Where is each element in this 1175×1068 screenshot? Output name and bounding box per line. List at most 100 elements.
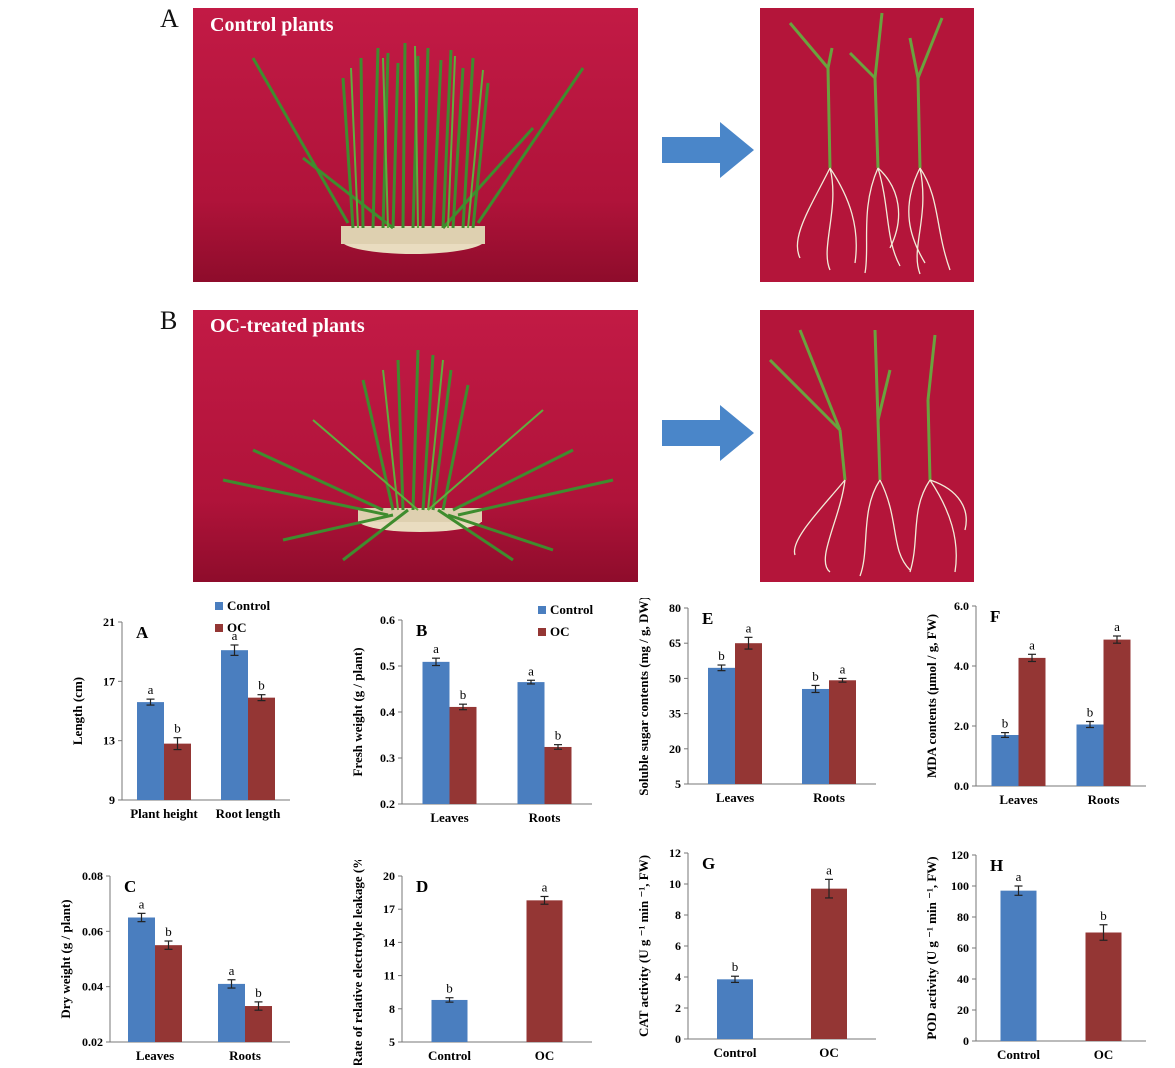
panel-label: C xyxy=(124,877,136,896)
y-tick-label: 20 xyxy=(957,1003,969,1017)
y-axis-label: Length (cm) xyxy=(70,677,85,745)
significance-letter: b xyxy=(460,687,467,702)
chart-c-dry-weight: 0.02 0.04 0.06 0.08 Dry weight (g / plant) C L… xyxy=(58,869,290,1063)
significance-letter: a xyxy=(433,641,439,656)
significance-letter: b xyxy=(555,728,562,743)
arrow-right-icon xyxy=(662,405,754,466)
y-tick-label: 120 xyxy=(951,848,969,862)
control-plants-photo xyxy=(193,8,638,282)
x-tick-label: Plant height xyxy=(130,806,198,821)
significance-letter: a xyxy=(542,879,548,894)
significance-letter: a xyxy=(1016,869,1022,884)
significance-letter: a xyxy=(1029,637,1035,652)
x-tick-label: Roots xyxy=(229,1048,261,1063)
y-tick-label: 10 xyxy=(669,877,681,891)
bar-oc xyxy=(526,900,563,1042)
legend-swatch-oc xyxy=(215,624,223,632)
y-tick-label: 40 xyxy=(957,972,969,986)
arrow-right-icon xyxy=(662,122,754,183)
bar-oc xyxy=(155,945,182,1042)
x-tick-label: OC xyxy=(819,1045,839,1060)
y-axis-label: Rate of relative electrolyle leakage (%) xyxy=(350,860,365,1065)
photo-panel-letter-a: A xyxy=(160,4,179,33)
bar-control xyxy=(517,682,545,804)
significance-letter: b xyxy=(732,959,739,974)
y-tick-label: 17 xyxy=(383,902,395,916)
y-tick-label: 6.0 xyxy=(954,599,969,613)
x-tick-label: Leaves xyxy=(430,810,468,825)
y-tick-label: 4.0 xyxy=(954,659,969,673)
significance-letter: b xyxy=(1100,908,1107,923)
legend-label: OC xyxy=(227,620,247,635)
significance-letter: b xyxy=(258,678,265,693)
y-tick-label: 0 xyxy=(675,1032,681,1046)
panel-label: F xyxy=(990,607,1000,626)
legend-swatch-oc xyxy=(538,628,546,636)
y-tick-label: 0 xyxy=(963,1034,969,1048)
y-tick-label: 2.0 xyxy=(954,719,969,733)
y-tick-label: 13 xyxy=(103,734,115,748)
significance-letter: a xyxy=(229,963,235,978)
x-tick-label: Roots xyxy=(813,790,845,805)
panel-label: E xyxy=(702,609,713,628)
significance-letter: a xyxy=(826,862,832,877)
y-tick-label: 0.06 xyxy=(82,924,103,938)
y-tick-label: 35 xyxy=(669,707,681,721)
chart-g-cat-activity: 0 2 4 6 8 10 12 CAT activity (U g ⁻¹ min ⁻¹, FW… xyxy=(636,846,876,1060)
y-tick-label: 8 xyxy=(675,908,681,922)
bar-oc xyxy=(1103,639,1131,786)
panel-label: G xyxy=(702,854,715,873)
legend-swatch-control xyxy=(215,602,223,610)
x-tick-label: Control xyxy=(428,1048,471,1063)
chart-f-mda: 0.0 2.0 4.0 6.0 MDA contents (μmol / g, FW) F… xyxy=(924,599,1146,807)
significance-letter: b xyxy=(812,668,819,683)
y-axis-label: CAT activity (U g ⁻¹ min ⁻¹, FW) xyxy=(636,855,651,1037)
y-tick-label: 0.04 xyxy=(82,980,103,994)
y-axis-label: Dry weight (g / plant) xyxy=(58,899,73,1018)
y-tick-label: 0.08 xyxy=(82,869,103,883)
bar-control xyxy=(128,917,155,1042)
y-tick-label: 0.3 xyxy=(380,751,395,765)
bar-oc xyxy=(1085,932,1122,1041)
y-tick-label: 100 xyxy=(951,879,969,893)
significance-letter: b xyxy=(255,985,262,1000)
control-roots-photo xyxy=(760,8,974,282)
control-plants-caption: Control plants xyxy=(210,14,334,36)
y-tick-label: 21 xyxy=(103,615,115,629)
y-tick-label: 9 xyxy=(109,793,115,807)
y-tick-label: 6 xyxy=(675,939,681,953)
y-tick-label: 60 xyxy=(957,941,969,955)
significance-letter: a xyxy=(139,896,145,911)
x-tick-label: Roots xyxy=(1088,792,1120,807)
significance-letter: a xyxy=(528,663,534,678)
y-tick-label: 65 xyxy=(669,636,681,650)
significance-letter: a xyxy=(232,628,238,643)
bar-control xyxy=(802,688,829,784)
y-tick-label: 20 xyxy=(383,869,395,883)
oc-treated-plants-caption: OC-treated plants xyxy=(210,315,365,337)
chart-b-fresh-weight: 0.2 0.3 0.4 0.5 0.6 Fresh weight (g / plant) B… xyxy=(350,602,593,825)
y-tick-label: 80 xyxy=(669,601,681,615)
y-tick-label: 20 xyxy=(669,742,681,756)
bar-control xyxy=(991,735,1019,786)
significance-letter: b xyxy=(446,981,453,996)
chart-e-soluble-sugar: 5 20 35 50 65 80 Soluble sugar contents (mg / … xyxy=(636,598,876,805)
y-tick-label: 0.02 xyxy=(82,1035,103,1049)
y-tick-label: 0.5 xyxy=(380,659,395,673)
bar-oc xyxy=(449,706,477,804)
y-tick-label: 8 xyxy=(389,1002,395,1016)
photo-panel-letter-b: B xyxy=(160,306,178,335)
significance-letter: b xyxy=(1002,716,1009,731)
bar-control xyxy=(221,650,248,800)
bar-control xyxy=(422,661,450,804)
y-tick-label: 11 xyxy=(384,969,395,983)
significance-letter: a xyxy=(840,661,846,676)
x-tick-label: Control xyxy=(997,1047,1040,1062)
oc-treated-plants-photo xyxy=(193,310,638,582)
x-tick-label: Leaves xyxy=(716,790,754,805)
bar-oc xyxy=(735,643,762,784)
y-tick-label: 80 xyxy=(957,910,969,924)
bar-oc xyxy=(544,746,572,804)
legend-label: OC xyxy=(550,624,570,639)
significance-letter: b xyxy=(1087,705,1094,720)
